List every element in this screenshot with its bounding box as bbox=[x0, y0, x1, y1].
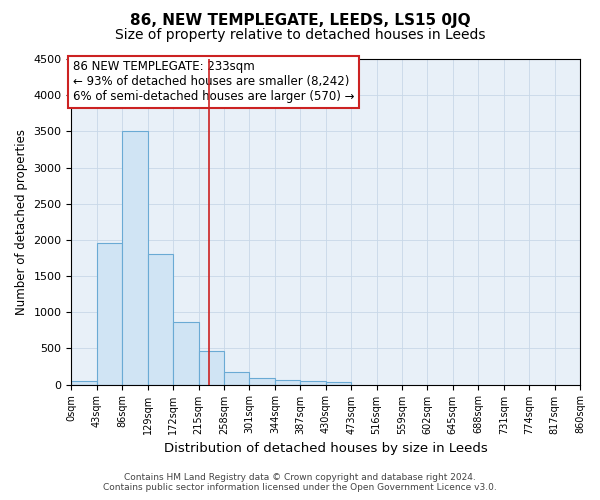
Y-axis label: Number of detached properties: Number of detached properties bbox=[15, 129, 28, 315]
Bar bbox=[199, 350, 224, 384]
Bar bbox=[122, 132, 148, 384]
Text: Size of property relative to detached houses in Leeds: Size of property relative to detached ho… bbox=[115, 28, 485, 42]
Text: Contains HM Land Registry data © Crown copyright and database right 2024.
Contai: Contains HM Land Registry data © Crown c… bbox=[103, 473, 497, 492]
X-axis label: Distribution of detached houses by size in Leeds: Distribution of detached houses by size … bbox=[164, 442, 488, 455]
Bar bbox=[224, 372, 250, 384]
Bar bbox=[71, 381, 97, 384]
Bar bbox=[173, 322, 199, 384]
Text: 86, NEW TEMPLEGATE, LEEDS, LS15 0JQ: 86, NEW TEMPLEGATE, LEEDS, LS15 0JQ bbox=[130, 12, 470, 28]
Bar bbox=[97, 244, 122, 384]
Bar bbox=[275, 380, 300, 384]
Bar bbox=[300, 382, 326, 384]
Text: 86 NEW TEMPLEGATE: 233sqm
← 93% of detached houses are smaller (8,242)
6% of sem: 86 NEW TEMPLEGATE: 233sqm ← 93% of detac… bbox=[73, 60, 354, 104]
Bar bbox=[250, 378, 275, 384]
Bar bbox=[326, 382, 351, 384]
Bar bbox=[148, 254, 173, 384]
